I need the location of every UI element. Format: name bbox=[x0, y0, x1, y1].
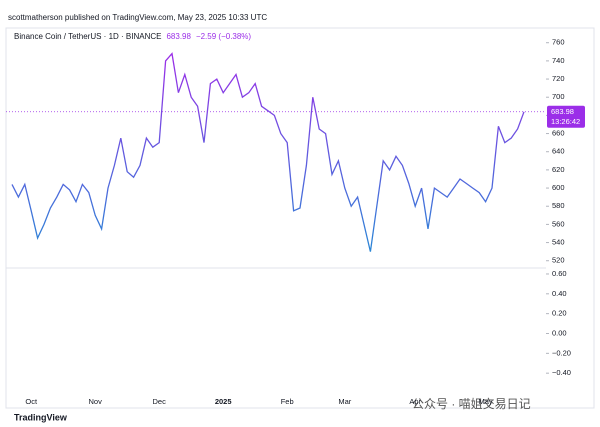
countdown: 13:26:42 bbox=[551, 117, 580, 126]
x-tick-label: Nov bbox=[89, 397, 103, 406]
header: scottmatherson published on TradingView.… bbox=[8, 13, 267, 22]
symbol: Binance Coin / TetherUS · 1D · BINANCE bbox=[14, 32, 161, 41]
y-tick-label: 640 bbox=[552, 147, 565, 156]
x-tick-label: Oct bbox=[25, 397, 38, 406]
x-tick-label: Apr bbox=[409, 397, 421, 406]
legend-change: −2.59 (−0.38%) bbox=[196, 32, 251, 41]
x-tick-label: 2025 bbox=[215, 397, 232, 406]
x-tick-label: Feb bbox=[281, 397, 294, 406]
y-tick-label: −0.20 bbox=[552, 348, 571, 357]
y-tick-label: 0.60 bbox=[552, 269, 567, 278]
x-tick-label: May bbox=[479, 397, 493, 406]
y-tick-label: 540 bbox=[552, 238, 565, 247]
last-price-box bbox=[547, 105, 585, 128]
y-tick-label: 520 bbox=[552, 256, 565, 265]
y-tick-label: 600 bbox=[552, 183, 565, 192]
x-tick-label: Mar bbox=[338, 397, 351, 406]
last-price-label: 683.98 bbox=[551, 107, 574, 116]
y-tick-label: 0.00 bbox=[552, 328, 567, 337]
frame bbox=[5, 27, 595, 409]
y-tick-label: 720 bbox=[552, 74, 565, 83]
watermark: 公众号 · 喵姐交易日记 bbox=[412, 396, 531, 411]
y-tick-label: 620 bbox=[552, 165, 565, 174]
y-tick-label: 0.20 bbox=[552, 309, 567, 318]
y-tick-label: −0.40 bbox=[552, 368, 571, 377]
brand: TradingView bbox=[14, 412, 68, 422]
y-tick-label: 0.40 bbox=[552, 289, 567, 298]
y-tick-label: 560 bbox=[552, 219, 565, 228]
y-tick-label: 580 bbox=[552, 201, 565, 210]
y-tick-label: 760 bbox=[552, 38, 565, 47]
y-tick-label: 700 bbox=[552, 92, 565, 101]
x-tick-label: Dec bbox=[153, 397, 167, 406]
y-tick-label: 740 bbox=[552, 56, 565, 65]
price-line bbox=[11, 52, 525, 252]
y-tick-label: 660 bbox=[552, 129, 565, 138]
legend-price: 683.98 bbox=[166, 32, 191, 41]
